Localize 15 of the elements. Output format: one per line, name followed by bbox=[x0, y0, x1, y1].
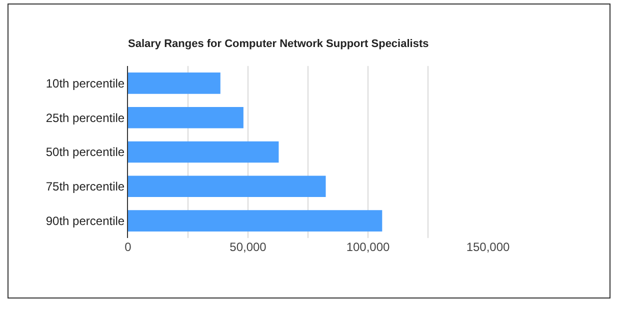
x-tick-label: 100,000 bbox=[346, 240, 390, 254]
x-tick-label: 150,000 bbox=[466, 240, 510, 254]
x-tick-label: 0 bbox=[124, 240, 132, 254]
y-tick-label: 90th percentile bbox=[46, 214, 125, 228]
y-tick-label: 75th percentile bbox=[46, 180, 125, 194]
bar bbox=[128, 176, 326, 198]
chart-title: Salary Ranges for Computer Network Support Specialists bbox=[128, 38, 429, 50]
x-tick-label: 50,000 bbox=[230, 240, 267, 254]
y-tick-label: 50th percentile bbox=[46, 145, 125, 160]
bar bbox=[128, 106, 244, 128]
bar bbox=[128, 72, 220, 94]
bar bbox=[128, 210, 382, 232]
y-tick-label: 25th percentile bbox=[46, 110, 125, 125]
y-tick-label: 10th percentile bbox=[46, 76, 125, 90]
bar bbox=[128, 141, 279, 163]
